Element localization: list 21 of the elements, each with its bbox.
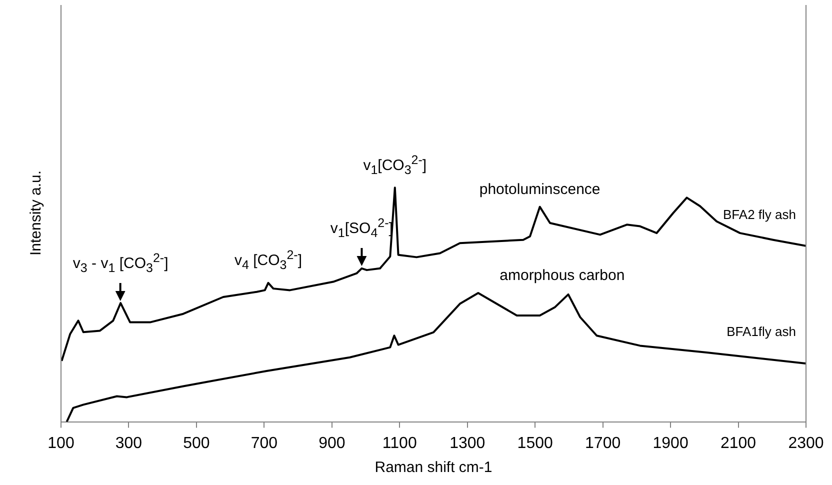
x-tick-label: 500 xyxy=(183,434,210,452)
x-tick-label: 700 xyxy=(250,434,278,452)
x-axis-title: Raman shift cm-1 xyxy=(374,459,492,476)
annotation: v$_{4}$ [CO$_{3}$$^{2-}$] xyxy=(234,246,302,274)
x-tick-label: 1700 xyxy=(585,434,621,452)
x-tick-label: 2300 xyxy=(788,434,824,452)
series-label: BFA2 fly ash xyxy=(723,206,796,222)
annotation: v$_{1}$[CO$_{3}$$^{2-}$] xyxy=(363,152,427,179)
x-tick-label: 1500 xyxy=(517,434,553,452)
x-tick-label: 2100 xyxy=(720,434,756,452)
series-label: BFA1fly ash xyxy=(726,324,796,340)
x-tick-label: 900 xyxy=(318,434,346,452)
x-tick-label: 1300 xyxy=(450,434,486,452)
x-tick-label: 300 xyxy=(115,434,142,452)
annotation: amorphous carbon xyxy=(500,266,625,285)
x-tick-label: 1100 xyxy=(382,434,417,452)
y-axis-title: Intensity a.u. xyxy=(28,170,44,256)
annotation: v$_{3}$ - v$_{1}$ [CO$_{3}$$^{2-}$] xyxy=(72,250,168,278)
x-tick-label: 100 xyxy=(48,434,74,452)
annotation: photoluminscence xyxy=(479,180,600,199)
x-tick-label: 1900 xyxy=(652,434,688,452)
